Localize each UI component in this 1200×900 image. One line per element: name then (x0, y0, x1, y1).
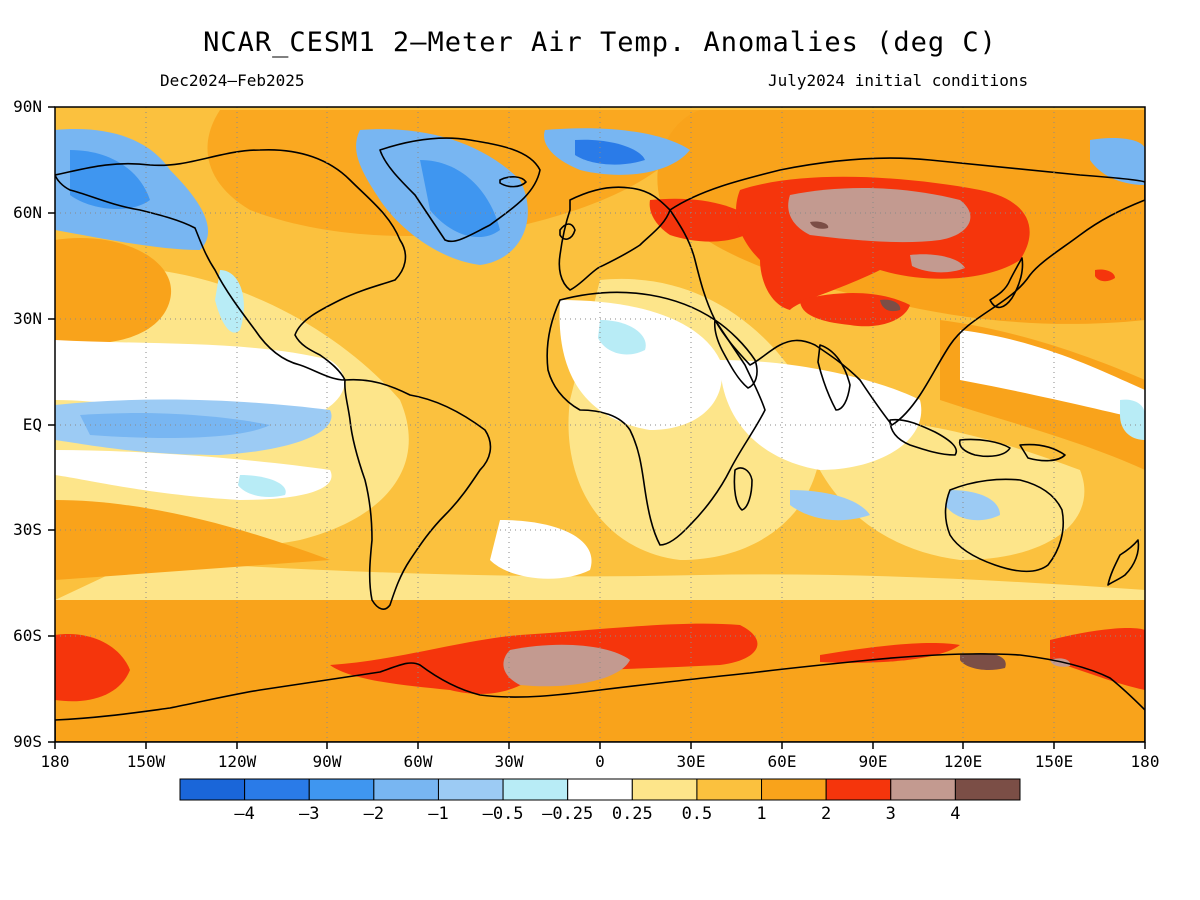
colorbar-label: –1 (428, 804, 448, 824)
colorbar-swatch (244, 778, 310, 801)
colorbar: –4 –3 –2 –1 –0.5 –0.25 0.25 0.5 1 2 3 4 (179, 778, 1021, 824)
axis-ticks (48, 106, 1146, 749)
colorbar-label: 4 (950, 804, 960, 824)
colorbar-label: –0.5 (483, 804, 524, 824)
coastlines (55, 137, 1145, 742)
longitude-labels: 180 150W 120W 90W 60W 30W 0 30E 60E 90E … (41, 752, 1160, 771)
latitude-labels: 90N 60N 30N EQ 30S 60S 90S (13, 97, 42, 751)
colorbar-swatch (890, 778, 956, 801)
colorbar-label: –2 (364, 804, 384, 824)
lon-label: 90W (313, 752, 342, 771)
colorbar-swatch (437, 778, 504, 801)
lon-label: 180 (1131, 752, 1160, 771)
colorbar-swatch (567, 778, 633, 801)
colorbar-swatch (308, 778, 375, 801)
lon-label: 150W (127, 752, 166, 771)
colorbar-label: 3 (886, 804, 896, 824)
forecast-period: Dec2024–Feb2025 (160, 71, 305, 90)
colorbar-swatch (502, 778, 569, 801)
colorbar-label: –0.25 (542, 804, 593, 824)
lon-label: 30E (677, 752, 706, 771)
lat-label: 90N (13, 97, 42, 116)
colorbar-label: 0.25 (612, 804, 653, 824)
figure-title: NCAR_CESM1 2–Meter Air Temp. Anomalies (… (203, 27, 997, 58)
lon-label: 90E (859, 752, 888, 771)
colorbar-label: –4 (234, 804, 254, 824)
colorbar-swatch (696, 778, 763, 801)
lon-label: 60W (404, 752, 433, 771)
lon-label: 150E (1035, 752, 1074, 771)
colorbar-swatch (373, 778, 439, 801)
colorbar-label: –3 (299, 804, 319, 824)
lon-label: 0 (595, 752, 605, 771)
lat-label: 60N (13, 203, 42, 222)
initial-conditions-label: July2024 initial conditions (768, 71, 1029, 90)
colorbar-label: 2 (821, 804, 831, 824)
colorbar-swatch (954, 778, 1021, 801)
lat-label: 60S (13, 626, 42, 645)
lon-label: 60E (768, 752, 797, 771)
lon-label: 30W (495, 752, 524, 771)
colorbar-swatch (631, 778, 698, 801)
lat-label: 30S (13, 520, 42, 539)
lat-label: 90S (13, 732, 42, 751)
graticule (55, 107, 1145, 742)
colorbar-label: 1 (756, 804, 766, 824)
lon-label: 180 (41, 752, 70, 771)
colorbar-swatch (761, 778, 827, 801)
lat-label: EQ (23, 415, 42, 434)
colorbar-label: 0.5 (682, 804, 713, 824)
lon-label: 120E (944, 752, 983, 771)
colorbar-swatch (825, 778, 892, 801)
colorbar-swatch (179, 778, 246, 801)
lat-label: 30N (13, 309, 42, 328)
lon-label: 120W (218, 752, 257, 771)
